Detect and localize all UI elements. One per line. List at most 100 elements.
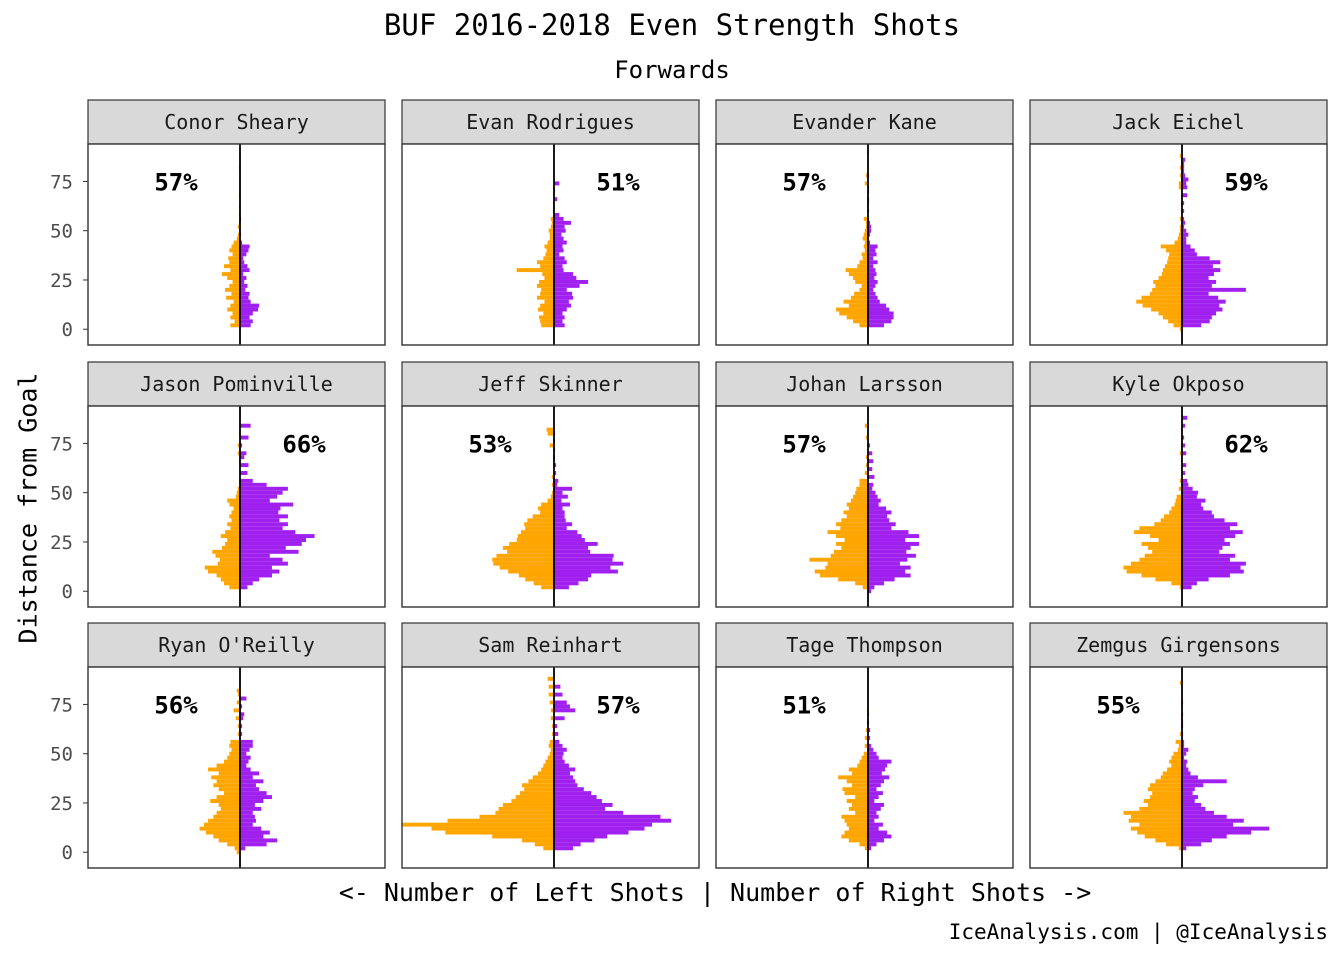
bar-left <box>237 724 240 729</box>
bar-left <box>538 307 554 312</box>
bar-left <box>859 260 868 265</box>
bar-left <box>234 846 240 851</box>
facet-panel: Conor Sheary 57% 0 25 50 75 <box>50 99 386 346</box>
bar-left <box>224 791 240 796</box>
bar-left <box>1155 283 1182 288</box>
bar-left <box>516 268 554 273</box>
bar-right <box>1182 169 1185 174</box>
bar-right <box>240 494 278 499</box>
bar-left <box>1147 545 1182 550</box>
bar-right <box>868 814 879 819</box>
panel-border <box>401 405 700 608</box>
bar-right <box>240 272 244 277</box>
bar-right <box>1182 173 1186 178</box>
bar-left <box>1174 502 1182 507</box>
bar-right <box>868 534 920 539</box>
bar-left <box>864 423 868 428</box>
bar-right <box>554 283 580 288</box>
bar-right <box>554 323 565 328</box>
bar-left <box>522 783 554 788</box>
bar-right <box>1182 307 1223 312</box>
bar-left <box>229 502 240 507</box>
panel-border <box>401 666 700 869</box>
bar-left <box>1152 287 1182 292</box>
bar-right <box>868 802 884 807</box>
bar-left <box>1175 739 1182 744</box>
bar-right <box>1182 581 1197 586</box>
bar-right <box>1182 471 1186 475</box>
bar-left <box>550 216 554 221</box>
panel-border <box>87 666 386 869</box>
bar-left <box>1150 795 1182 800</box>
bar-right <box>554 248 564 253</box>
bar-right <box>868 256 874 261</box>
bar-left <box>1126 569 1182 574</box>
bar-left <box>864 181 868 186</box>
bar-right <box>240 244 250 249</box>
bar-left <box>551 482 554 487</box>
bar-left <box>445 830 554 835</box>
bar-right <box>868 232 871 237</box>
bar-left <box>1162 771 1182 776</box>
bar-right <box>1182 490 1198 495</box>
bar-right <box>1182 565 1241 570</box>
facet-panel: Kyle Okposo 62% <box>1029 361 1328 608</box>
bar-right <box>868 569 906 574</box>
bar-left <box>1178 743 1182 748</box>
bar-right <box>554 763 569 768</box>
bar-right <box>868 252 877 257</box>
bar-left <box>864 471 868 475</box>
bar-right <box>240 549 299 554</box>
bar-left <box>848 767 868 772</box>
bar-right <box>554 522 573 527</box>
bar-right <box>554 220 572 225</box>
bar-right <box>1182 209 1185 213</box>
bar-right <box>554 471 557 475</box>
bar-right <box>240 834 264 839</box>
bar-left <box>1162 315 1182 320</box>
bar-right <box>868 565 911 570</box>
bar-right <box>868 506 887 511</box>
bar-left <box>225 541 240 546</box>
bar-right <box>868 573 911 578</box>
bar-left <box>550 494 554 499</box>
bar-left <box>863 232 868 237</box>
bar-right <box>240 545 286 550</box>
chart-subtitle: Forwards <box>614 56 730 84</box>
bar-left <box>1158 311 1182 316</box>
bar-right <box>868 783 881 788</box>
bar-left <box>237 692 240 697</box>
bar-left <box>232 311 240 316</box>
bar-left <box>541 502 554 507</box>
bar-left <box>219 557 240 562</box>
bar-right <box>1182 791 1193 796</box>
caption: IceAnalysis.com | @IceAnalysis <box>948 920 1328 944</box>
bar-right <box>240 791 267 796</box>
facet-strip <box>401 361 700 407</box>
bar-left <box>402 822 554 827</box>
bar-left <box>532 775 554 780</box>
bar-left <box>809 557 868 562</box>
bar-right <box>868 826 879 831</box>
bar-right <box>868 451 873 456</box>
bars <box>402 676 672 851</box>
bar-left <box>536 295 554 300</box>
bar-right <box>1182 323 1202 328</box>
bar-right <box>1182 573 1230 578</box>
bar-right <box>868 264 874 269</box>
bar-left <box>229 751 240 756</box>
bar-left <box>229 743 240 748</box>
y-tick-label: 75 <box>50 171 73 193</box>
bar-right <box>554 759 565 764</box>
bar-right <box>554 307 567 312</box>
bar-left <box>229 283 240 288</box>
bar-left <box>1152 791 1182 796</box>
bar-right <box>1182 506 1204 511</box>
bar-right <box>1182 181 1187 186</box>
bar-left <box>499 565 554 570</box>
bar-right <box>554 755 563 760</box>
bar-left <box>229 585 240 590</box>
bar-right <box>554 272 574 277</box>
bar-left <box>846 799 868 803</box>
facet-strip <box>715 361 1014 407</box>
